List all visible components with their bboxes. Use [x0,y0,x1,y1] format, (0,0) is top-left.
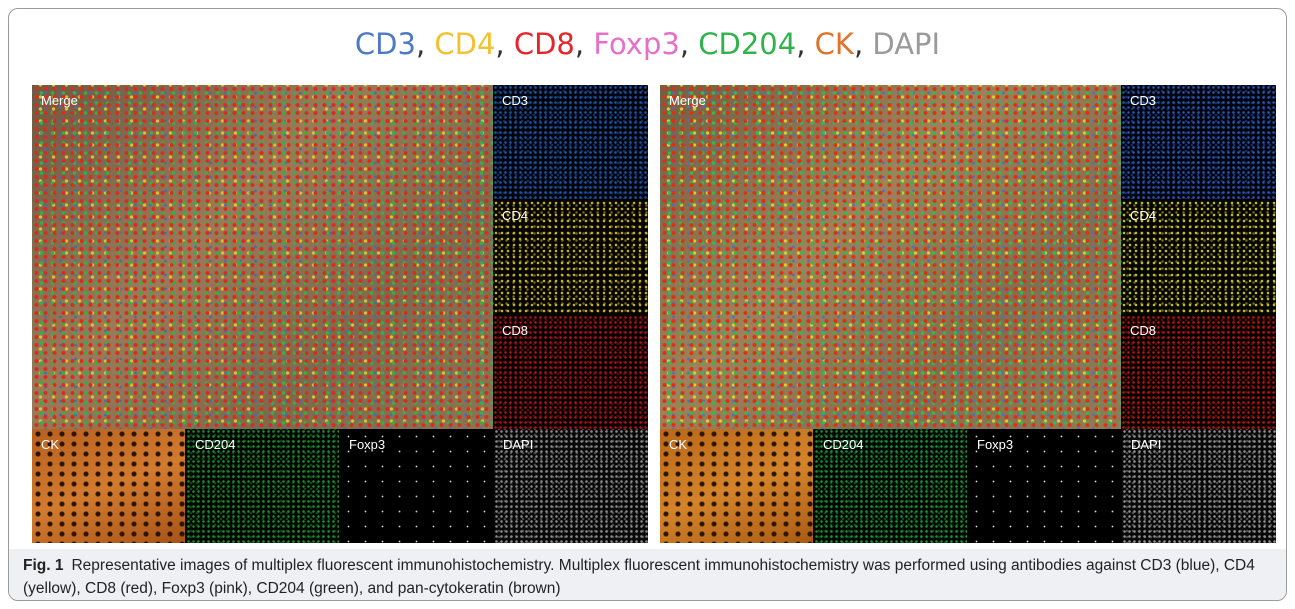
image-tile: CK [660,429,813,543]
tile-label: CD8 [502,323,528,338]
image-tile: Merge [660,85,1121,429]
tile-label: Foxp3 [977,437,1013,452]
panel: Merge CD3 CD4 CD8 CK CD204 Foxp3 DAPI [32,85,648,543]
image-tile: CD204 [186,429,339,543]
title-segment: DAPI [872,27,940,61]
tile-label: CD4 [502,208,528,223]
tile-label: CK [669,437,687,452]
tile-label: CD4 [1130,208,1156,223]
image-tile: Merge [32,85,493,429]
tile-label: DAPI [503,437,533,452]
tile-label: Foxp3 [349,437,385,452]
title-segment: CD3 [355,27,416,61]
tile-label: CD204 [823,437,863,452]
image-tile: CD4 [1121,200,1276,314]
title-segment: , [680,27,698,61]
image-tile: CD204 [814,429,967,543]
image-tile: CK [32,429,185,543]
tile-label: Merge [669,93,706,108]
panel: Merge CD3 CD4 CD8 CK CD204 Foxp3 DAPI [660,85,1276,543]
title-segment: CD4 [434,27,495,61]
tile-label: CD204 [195,437,235,452]
title-segment: , [416,27,434,61]
tile-label: DAPI [1131,437,1161,452]
image-tile: CD4 [493,200,648,314]
image-tile: CD3 [493,85,648,199]
image-tile: CD8 [493,315,648,429]
tile-label: CD3 [502,93,528,108]
tile-label: CD3 [1130,93,1156,108]
figure: CD3, CD4, CD8, Foxp3, CD204, CK, DAPI Me… [8,8,1287,601]
title-segment: Foxp3 [593,27,680,61]
tile-label: CD8 [1130,323,1156,338]
caption-label: Fig. 1 [23,557,63,574]
title-segment: , [575,27,593,61]
image-tile: CD8 [1121,315,1276,429]
title-segment: CD8 [514,27,575,61]
title-segment: , [495,27,513,61]
title-segment: CK [815,27,854,61]
image-tile: CD3 [1121,85,1276,199]
caption-text: Representative images of multiplex fluor… [23,557,1255,597]
image-tile: Foxp3 [340,429,493,543]
figure-title: CD3, CD4, CD8, Foxp3, CD204, CK, DAPI [9,27,1286,61]
image-tile: DAPI [494,429,648,543]
tile-label: CK [41,437,59,452]
title-segment: , [854,27,872,61]
image-tile: Foxp3 [968,429,1121,543]
title-segment: CD204 [698,27,796,61]
image-tile: DAPI [1122,429,1276,543]
title-segment: , [796,27,814,61]
tile-label: Merge [41,93,78,108]
